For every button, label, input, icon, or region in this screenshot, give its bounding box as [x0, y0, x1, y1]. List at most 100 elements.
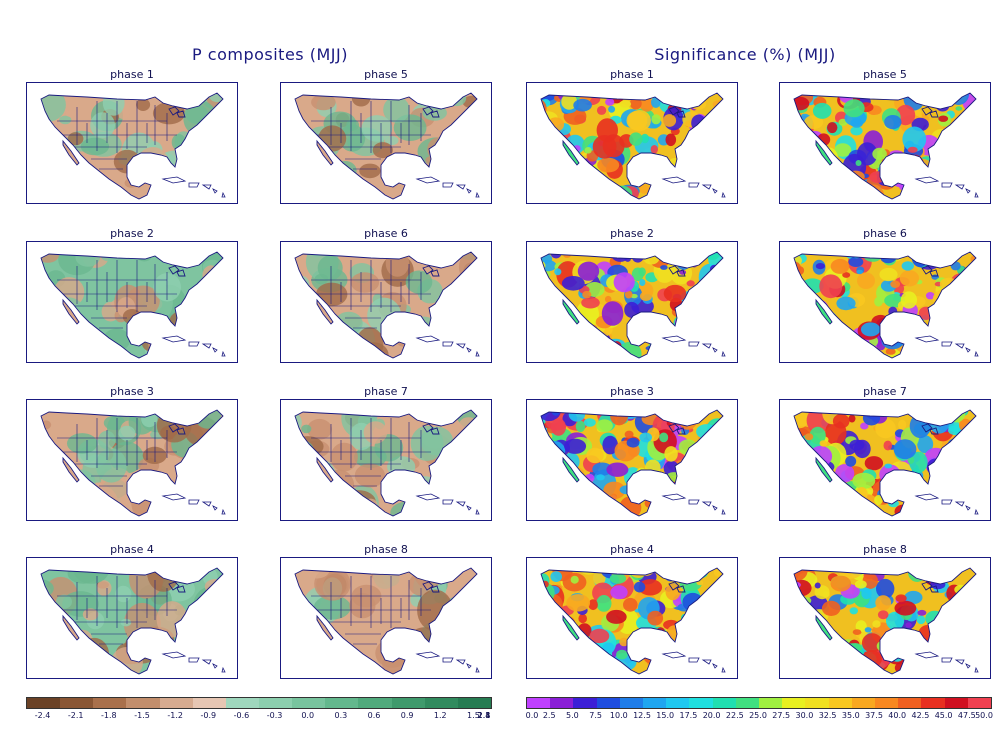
field-patch: [67, 132, 84, 146]
field-patch: [854, 580, 867, 589]
field-patch: [297, 640, 321, 659]
colorbar-tick-label: -1.2: [167, 711, 183, 720]
colorbar-swatch: [898, 698, 922, 708]
colorbar-swatch: [292, 698, 326, 708]
field-patch: [182, 649, 203, 662]
field-patch: [75, 252, 101, 267]
caribbean-island: [212, 505, 218, 511]
field-patch: [41, 326, 71, 358]
colorbar-tick-label: 1.8: [477, 711, 491, 720]
baja-fill: [816, 616, 832, 640]
field-patch: [199, 458, 216, 470]
significance-map: [526, 82, 738, 204]
field-patch: [957, 278, 976, 303]
field-patch: [890, 280, 901, 288]
caribbean-island: [701, 343, 712, 349]
field-patch: [311, 94, 336, 111]
field-patch: [704, 605, 714, 613]
field-patch: [949, 253, 957, 262]
field-patch: [310, 161, 340, 193]
field-patch: [682, 572, 690, 578]
field-patch: [605, 98, 615, 106]
field-patch: [930, 306, 950, 328]
composite-map-svg: [294, 567, 480, 675]
field-patch: [908, 568, 927, 582]
field-patch: [947, 470, 956, 478]
field-patch: [839, 511, 846, 516]
caribbean-island: [475, 191, 480, 198]
field-patch: [647, 477, 670, 502]
field-patch: [902, 482, 926, 510]
field-patch: [582, 290, 592, 299]
field-patch: [397, 314, 412, 324]
field-patch: [596, 658, 613, 674]
field-patch: [424, 639, 451, 660]
field-patch: [551, 323, 563, 338]
field-patch: [699, 142, 718, 155]
field-patch: [945, 165, 965, 182]
field-patch: [694, 131, 705, 142]
field-patch: [663, 284, 687, 303]
field-patch: [678, 439, 698, 455]
field-patch: [647, 610, 664, 626]
field-patch: [794, 662, 798, 674]
caribbean-island: [712, 188, 718, 194]
field-patch: [850, 118, 863, 128]
field-patch: [551, 143, 560, 151]
colorbar-swatch: [851, 698, 876, 708]
field-patch: [663, 323, 676, 338]
field-patch: [684, 315, 691, 322]
field-patch: [561, 179, 574, 194]
field-patch: [547, 327, 570, 347]
caribbean-island: [941, 182, 953, 188]
field-patch: [541, 619, 566, 639]
field-patch: [694, 344, 714, 358]
field-patch: [963, 119, 976, 136]
caribbean-island: [212, 188, 218, 194]
colorbar-tick-label: 17.5: [679, 711, 698, 720]
coastline: [540, 92, 724, 200]
field-patch: [864, 627, 872, 633]
field-patch: [551, 479, 568, 494]
caribbean-island: [415, 176, 441, 184]
field-patch: [295, 658, 307, 674]
field-patch: [59, 115, 72, 125]
colorbar-swatch: [424, 698, 458, 708]
field-patch: [904, 590, 923, 605]
field-patch: [849, 439, 865, 451]
field-patch: [95, 448, 127, 483]
field-patch: [626, 111, 648, 131]
field-patch: [795, 647, 814, 668]
field-patch: [689, 628, 713, 654]
field-patch: [541, 182, 543, 189]
caribbean-island: [914, 493, 940, 501]
field-patch: [951, 133, 965, 149]
field-patch: [152, 102, 186, 125]
colorbar-tick-label: 15.0: [656, 711, 675, 720]
field-patch: [586, 447, 604, 464]
field-patch: [943, 295, 952, 305]
field-patch: [455, 286, 470, 297]
field-patch: [690, 153, 710, 173]
field-patch: [592, 571, 606, 586]
field-patch: [806, 661, 827, 674]
field-patch: [207, 276, 223, 307]
significance-map: [526, 241, 738, 363]
field-patch: [575, 420, 586, 433]
field-patch: [549, 646, 567, 665]
field-patch: [550, 635, 559, 643]
colorbar-swatch: [643, 698, 667, 708]
field-patch: [454, 658, 477, 674]
field-patch: [970, 255, 976, 263]
field-patch: [631, 252, 644, 263]
colorbar-swatch: [921, 698, 945, 708]
field-patch: [904, 187, 926, 199]
field-patch: [641, 475, 662, 497]
field-patch: [581, 296, 600, 309]
composite-panel-phase-7: phase 7: [280, 385, 492, 521]
colorbar-tick-label: 32.5: [818, 711, 837, 720]
field-patch: [597, 157, 620, 173]
colorbar-tick-label: 1.5: [467, 711, 480, 720]
field-patch: [861, 587, 872, 600]
field-patch: [295, 188, 323, 199]
